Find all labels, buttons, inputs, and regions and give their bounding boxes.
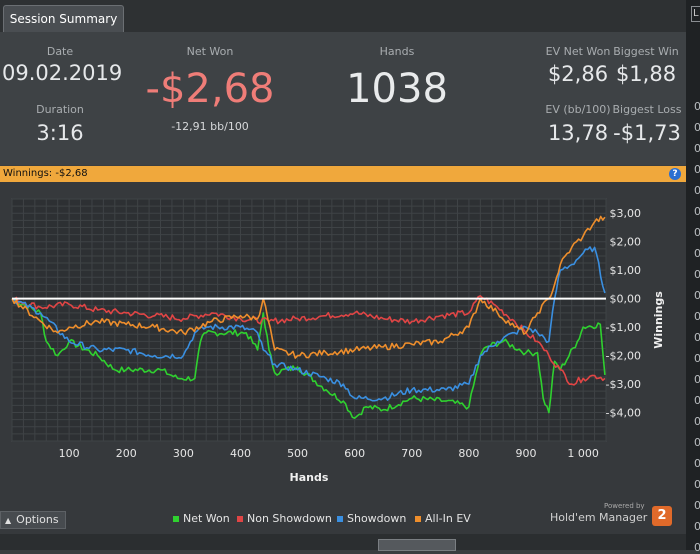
y-tick-label: -$4,00 <box>606 407 641 420</box>
edge-glyph: 0 <box>694 331 700 344</box>
y-tick-label: $3,00 <box>610 207 642 220</box>
legend-all-in-ev: All-In EV <box>415 512 471 525</box>
x-axis-label: Hands <box>290 471 329 484</box>
edge-glyph: 0 <box>694 436 700 449</box>
legend-swatch-showdown <box>337 516 343 522</box>
series-line-non-showdown <box>11 295 606 386</box>
y-tick-label: $0,00 <box>610 293 642 306</box>
edge-glyph: 0 <box>694 352 700 365</box>
duration-label: Duration <box>36 103 84 116</box>
options-label: Options <box>16 513 59 526</box>
right-panel-edge <box>686 0 700 550</box>
legend-label-all-in-ev: All-In EV <box>425 512 471 525</box>
options-button[interactable]: ▲ Options <box>0 511 66 529</box>
y-tick-label: $1,00 <box>610 264 642 277</box>
x-tick-label: 700 <box>401 447 422 460</box>
duration-value: 3:16 <box>36 121 84 145</box>
legend-swatch-non-showdown <box>237 516 243 522</box>
winnings-bar: Winnings: -$2,68 ? <box>0 166 686 182</box>
biggest-loss-label: Biggest Loss <box>612 103 682 116</box>
legend-showdown: Showdown <box>337 512 406 525</box>
edge-glyph: 0 <box>694 100 700 113</box>
biggest-win-label: Biggest Win <box>613 45 679 58</box>
edge-glyph: 0 <box>694 247 700 260</box>
chart-area: 100 200 300 400 500 600 700 800 900 1 000 $3,00 $2,… <box>0 182 686 534</box>
edge-glyph: 0 <box>694 121 700 134</box>
net-won-label: Net Won <box>186 45 234 58</box>
biggest-win-value: $1,88 <box>615 62 677 86</box>
edge-glyph: 0 <box>694 520 700 533</box>
series-line-all-in-ev <box>11 215 606 359</box>
date-value: 09.02.2019 <box>2 61 123 85</box>
legend-non-showdown: Non Showdown <box>237 512 332 525</box>
edge-glyph: 0 <box>694 373 700 386</box>
edge-glyph: 0 <box>694 499 700 512</box>
ev-net-won-label: EV Net Won <box>545 45 611 58</box>
y-axis-label: Winnings <box>652 291 665 349</box>
hm2-logo-icon: 2 <box>652 506 672 526</box>
ev-bb100-label: EV (bb/100) <box>545 103 611 116</box>
winnings-bar-text: Winnings: -$2,68 <box>3 168 88 179</box>
series-line-showdown <box>11 246 606 402</box>
help-icon[interactable]: ? <box>669 168 681 180</box>
chevron-up-icon: ▲ <box>5 516 12 525</box>
winnings-chart: 100 200 300 400 500 600 700 800 900 1 000 $3,00 $2,… <box>11 198 665 484</box>
net-won-bb100: -12,91 bb/100 <box>171 120 249 133</box>
bottom-panel-edge <box>0 534 686 550</box>
x-tick-label: 1 000 <box>567 447 599 460</box>
edge-glyph: 0 <box>694 415 700 428</box>
y-tick-label: -$1,00 <box>606 321 641 334</box>
x-tick-label: 300 <box>173 447 194 460</box>
holdem-manager-text: Hold'em Manager <box>550 511 648 524</box>
legend-swatch-net-won <box>173 516 179 522</box>
edge-glyph: 0 <box>694 394 700 407</box>
powered-by-text: Powered by <box>604 502 645 510</box>
legend-label-showdown: Showdown <box>347 512 407 525</box>
legend-net-won: Net Won <box>173 512 230 525</box>
edge-glyph: 0 <box>694 205 700 218</box>
x-tick-label: 800 <box>458 447 479 460</box>
legend-label-non-showdown: Non Showdown <box>247 512 332 525</box>
edge-glyph: 0 <box>694 310 700 323</box>
legend-swatch-all-in-ev <box>415 516 421 522</box>
ev-net-won-value: $2,86 <box>547 62 609 86</box>
y-tick-label: -$3,00 <box>606 378 641 391</box>
date-label: Date <box>46 45 74 58</box>
tab-bar: Session Summary <box>0 0 686 32</box>
edge-glyph: 0 <box>694 478 700 491</box>
tab-session-summary[interactable]: Session Summary <box>3 5 124 32</box>
session-summary-panel: Date 09.02.2019 Duration 3:16 Net Won -$… <box>0 32 686 165</box>
edge-glyph: 0 <box>694 163 700 176</box>
x-tick-label: 400 <box>230 447 251 460</box>
x-tick-label: 600 <box>344 447 365 460</box>
x-tick-label: 100 <box>59 447 80 460</box>
x-tick-label: 900 <box>516 447 537 460</box>
edge-glyph: 0 <box>694 184 700 197</box>
ev-bb100-value: 13,78 <box>547 121 609 145</box>
edge-glyph: 0 <box>694 289 700 302</box>
biggest-loss-value: -$1,73 <box>613 121 681 145</box>
hands-label: Hands <box>379 45 415 58</box>
hands-value: 1038 <box>346 66 448 112</box>
legend-label-net-won: Net Won <box>183 512 230 525</box>
edge-glyph: 0 <box>694 268 700 281</box>
y-tick-label: $2,00 <box>610 236 642 249</box>
edge-glyph: 0 <box>694 226 700 239</box>
x-tick-label: 200 <box>116 447 137 460</box>
bottom-button[interactable] <box>378 539 456 551</box>
panel-toggle-icon[interactable]: L <box>691 6 700 22</box>
edge-glyph: 0 <box>694 142 700 155</box>
y-tick-label: -$2,00 <box>606 350 641 363</box>
edge-glyph: 0 <box>694 457 700 470</box>
edge-glyph: 0 <box>694 541 700 554</box>
x-tick-label: 500 <box>287 447 308 460</box>
net-won-value: -$2,68 <box>145 66 275 112</box>
